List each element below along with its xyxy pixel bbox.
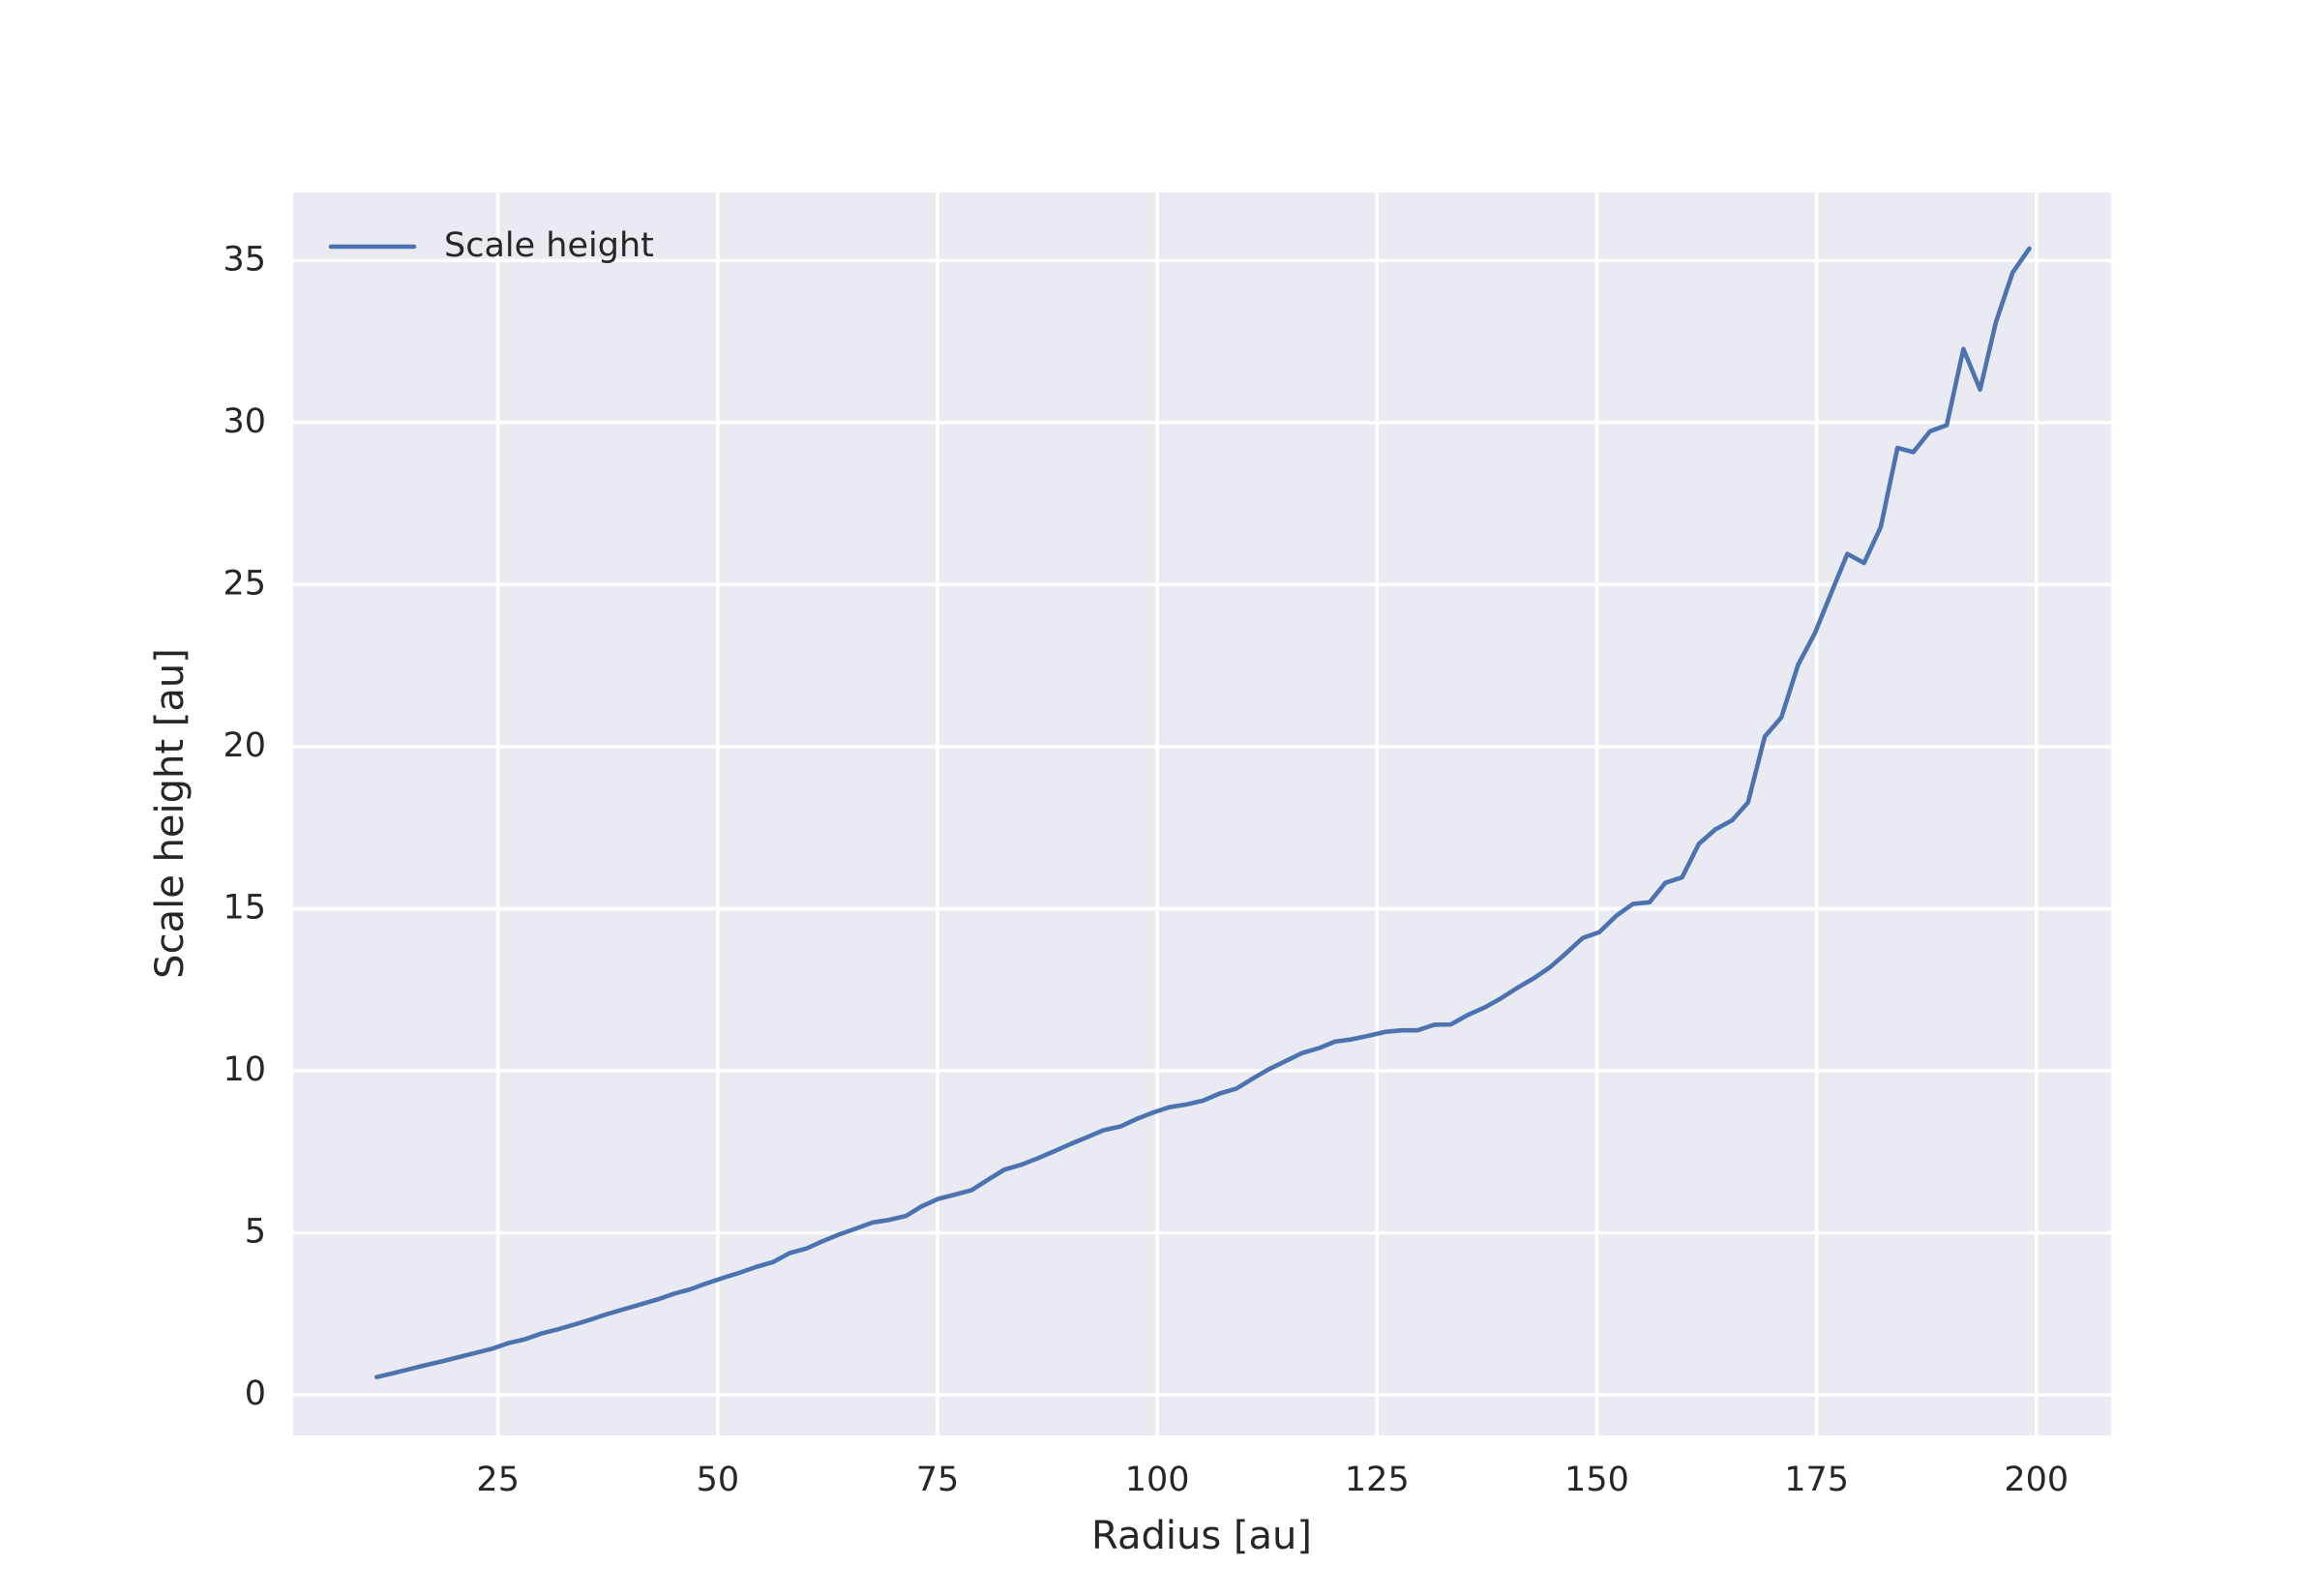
y-tick-label: 35 [223, 240, 266, 279]
x-tick-label: 25 [476, 1461, 520, 1499]
y-tick-label: 10 [223, 1050, 266, 1089]
x-tick-label: 175 [1784, 1461, 1849, 1499]
legend-label: Scale height [444, 226, 654, 265]
x-tick-label: 200 [2004, 1461, 2069, 1499]
y-tick-label: 0 [245, 1374, 266, 1413]
x-tick-label: 75 [916, 1461, 960, 1499]
y-tick-label: 20 [223, 726, 266, 765]
y-axis-label: Scale height [au] [148, 648, 193, 979]
x-tick-label: 150 [1564, 1461, 1629, 1499]
plot-area [293, 192, 2111, 1435]
x-tick-label: 50 [697, 1461, 740, 1499]
x-tick-label: 100 [1125, 1461, 1190, 1499]
y-tick-label: 30 [223, 402, 266, 441]
line [374, 246, 2032, 1379]
x-tick-label: 125 [1345, 1461, 1410, 1499]
y-tick-label: 15 [223, 889, 266, 928]
x-axis-label: Radius [au] [1091, 1514, 1312, 1558]
y-tick-label: 25 [223, 564, 266, 603]
y-tick-label: 5 [245, 1213, 266, 1252]
